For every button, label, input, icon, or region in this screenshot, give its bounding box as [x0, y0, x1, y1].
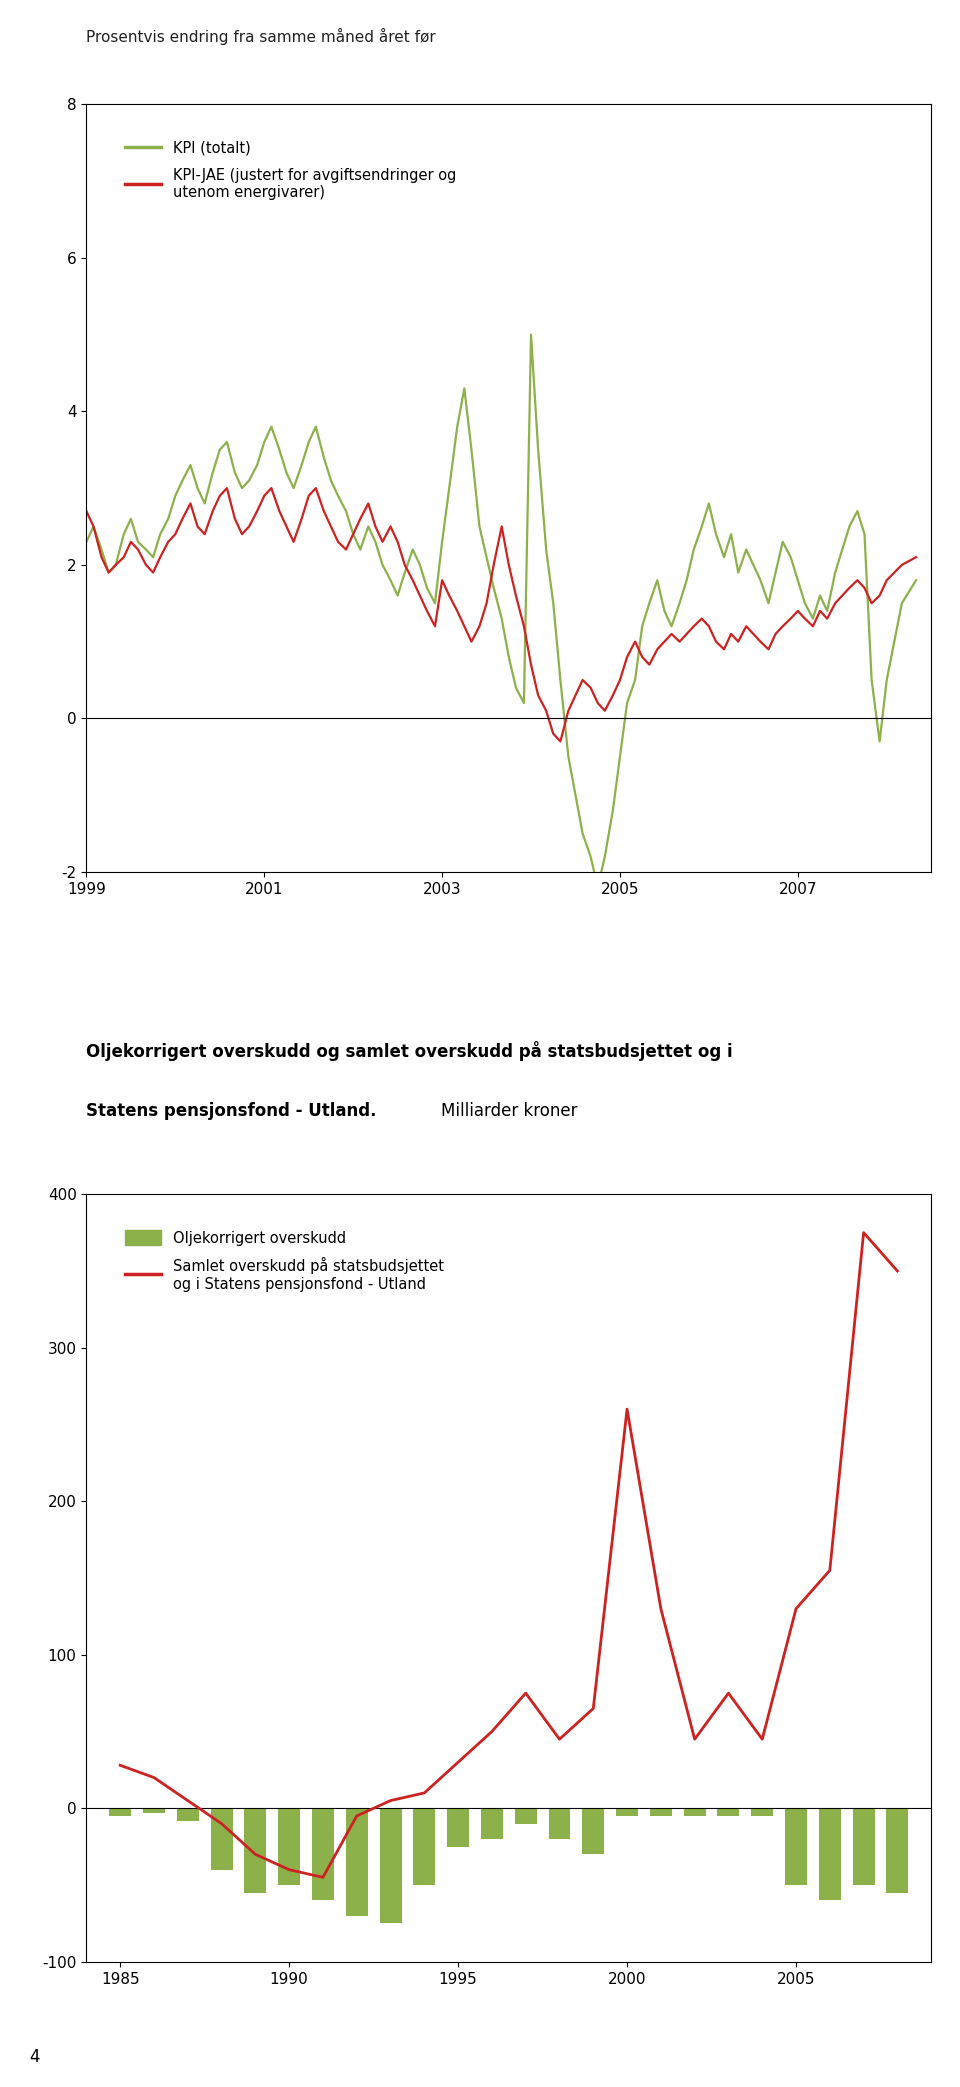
Bar	[819, 1807, 841, 1901]
Bar	[583, 1807, 604, 1855]
Bar	[447, 1807, 469, 1847]
Bar	[278, 1807, 300, 1885]
Bar	[650, 1807, 672, 1816]
Bar	[177, 1807, 199, 1820]
Bar	[481, 1807, 503, 1839]
Bar	[109, 1807, 132, 1816]
Text: Statens pensjonsfond - Utland.: Statens pensjonsfond - Utland.	[86, 1102, 377, 1121]
Text: Milliarder kroner: Milliarder kroner	[442, 1102, 578, 1121]
Bar	[752, 1807, 773, 1816]
Bar	[886, 1807, 908, 1893]
Bar	[548, 1807, 570, 1839]
Bar	[414, 1807, 435, 1885]
Legend: KPI (totalt), KPI-JAE (justert for avgiftsendringer og
utenom energivarer): KPI (totalt), KPI-JAE (justert for avgif…	[119, 136, 462, 207]
Text: Prosentvis endring fra samme måned året før: Prosentvis endring fra samme måned året …	[86, 27, 436, 44]
Text: 4: 4	[29, 2047, 39, 2066]
Bar	[515, 1807, 537, 1824]
Bar	[312, 1807, 334, 1901]
Bar	[616, 1807, 638, 1816]
Bar	[245, 1807, 266, 1893]
Bar	[210, 1807, 232, 1870]
Bar	[717, 1807, 739, 1816]
Bar	[346, 1807, 368, 1916]
Text: Oljekorrigert overskudd og samlet overskudd på statsbudsjettet og i: Oljekorrigert overskudd og samlet oversk…	[86, 1041, 733, 1060]
Legend: Oljekorrigert overskudd, Samlet overskudd på statsbudsjettet
og i Statens pensjo: Oljekorrigert overskudd, Samlet overskud…	[119, 1225, 450, 1298]
Bar	[852, 1807, 875, 1885]
Bar	[143, 1807, 165, 1814]
Bar	[684, 1807, 706, 1816]
Bar	[379, 1807, 401, 1924]
Bar	[785, 1807, 807, 1885]
